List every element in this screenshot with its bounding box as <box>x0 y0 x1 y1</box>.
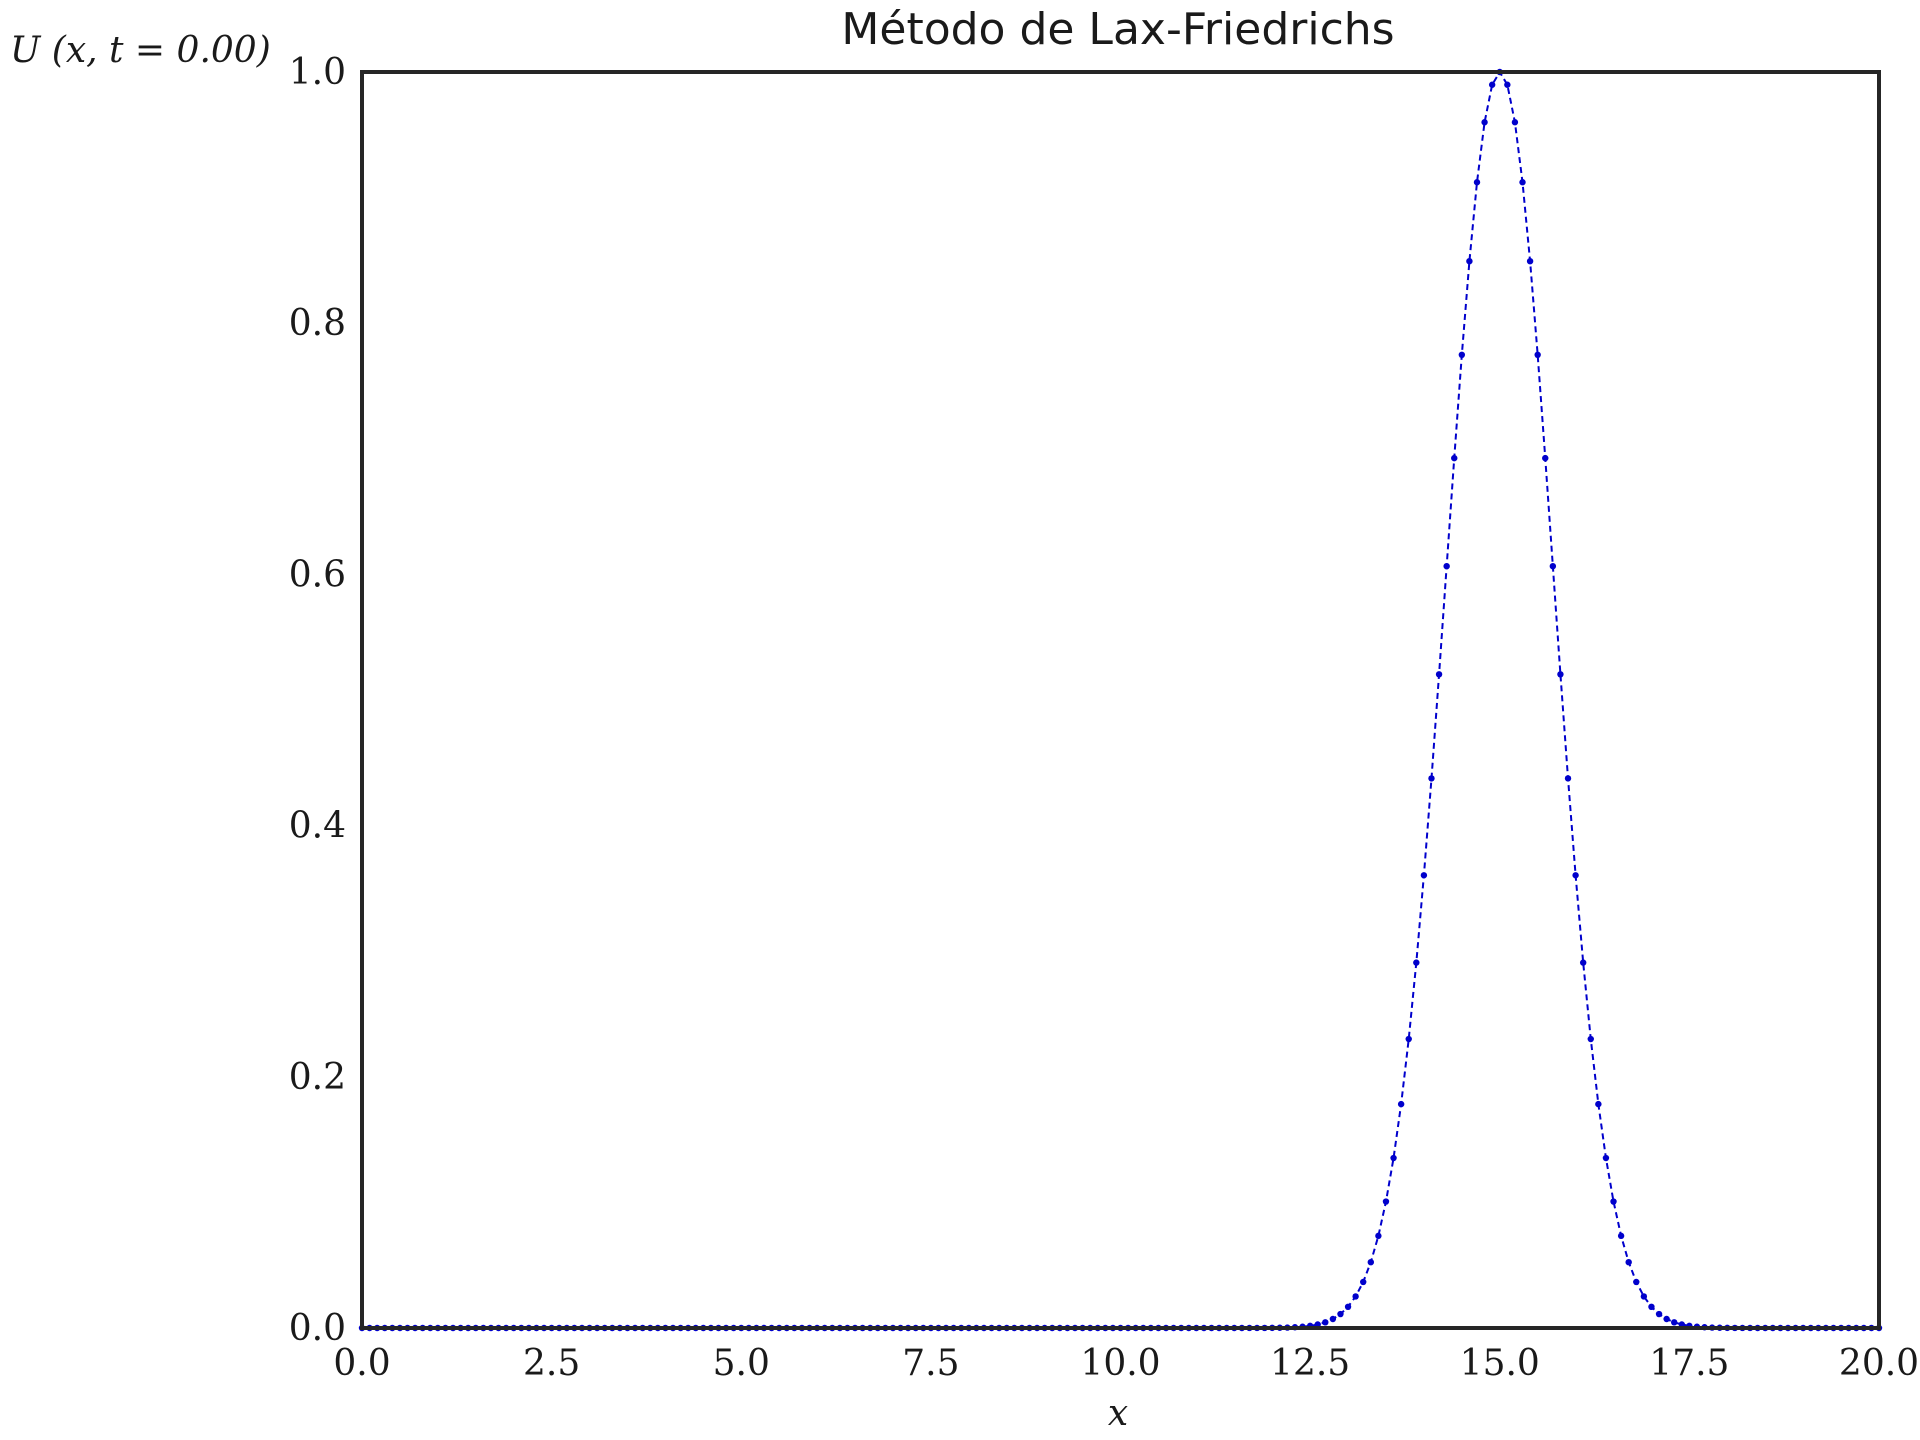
data-point <box>1617 1232 1625 1240</box>
series-group <box>358 68 1883 1332</box>
data-point <box>1549 563 1557 570</box>
data-point <box>1504 81 1511 88</box>
data-point <box>1602 1154 1610 1162</box>
data-point <box>1435 671 1443 678</box>
data-point <box>1360 1278 1367 1286</box>
data-point <box>1655 1310 1663 1318</box>
x-tick-label: 12.5 <box>1270 1343 1350 1384</box>
data-point <box>1488 81 1496 88</box>
data-point <box>1481 119 1488 126</box>
data-point <box>1557 671 1564 678</box>
data-point <box>1610 1198 1617 1205</box>
y-tick-label: 1.0 <box>289 52 346 93</box>
data-point <box>1542 454 1549 462</box>
data-point <box>1663 1315 1670 1323</box>
y-ticks: 0.0 0.2 0.4 0.6 0.8 1.0 <box>289 52 346 1349</box>
x-tick-label: 15.0 <box>1460 1343 1540 1384</box>
data-point <box>1322 1319 1329 1326</box>
x-tick-label: 10.0 <box>1080 1343 1160 1384</box>
data-point <box>1420 872 1428 879</box>
data-point <box>1451 454 1458 462</box>
data-point <box>1352 1293 1359 1300</box>
x-tick-label: 17.5 <box>1649 1343 1729 1384</box>
x-tick-label: 5.0 <box>713 1343 770 1384</box>
data-point <box>1413 959 1420 966</box>
data-point <box>1344 1303 1352 1311</box>
y-tick-label: 0.8 <box>289 303 346 344</box>
x-ticks: 0.0 2.5 5.0 7.5 10.0 12.5 15.0 17.5 20.0 <box>333 1343 1919 1384</box>
data-point <box>1405 1035 1412 1043</box>
data-point <box>1458 351 1466 358</box>
x-tick-label: 2.5 <box>523 1343 580 1384</box>
data-point <box>1595 1100 1602 1108</box>
y-tick-label: 0.0 <box>289 1308 346 1349</box>
data-point <box>1473 179 1481 186</box>
data-point <box>1382 1198 1390 1205</box>
data-point <box>1367 1258 1375 1266</box>
series-line <box>362 70 1879 1329</box>
y-axis-label: U (x, t = 0.00) <box>10 30 271 71</box>
data-point <box>1329 1315 1337 1323</box>
data-point <box>1564 775 1572 782</box>
x-tick-label: 20.0 <box>1839 1343 1919 1384</box>
data-point <box>1511 119 1519 126</box>
data-point <box>1519 179 1526 186</box>
data-point <box>1640 1293 1648 1300</box>
plot-frame <box>360 70 1881 1330</box>
y-tick-label: 0.6 <box>289 554 346 595</box>
data-point <box>1375 1232 1382 1240</box>
data-point <box>1648 1303 1655 1311</box>
data-point <box>1671 1319 1678 1326</box>
data-point <box>1390 1154 1397 1162</box>
data-point <box>1428 775 1435 782</box>
data-point <box>1534 351 1541 358</box>
x-tick-label: 7.5 <box>902 1343 959 1384</box>
chart-title: Método de Lax-Friedrichs <box>841 4 1394 55</box>
data-point <box>1337 1310 1344 1318</box>
data-point <box>1397 1100 1405 1108</box>
data-point <box>1526 258 1534 265</box>
data-point <box>1625 1258 1632 1266</box>
y-tick-label: 0.4 <box>289 806 346 847</box>
data-point <box>1579 959 1587 966</box>
data-point <box>1572 872 1579 879</box>
y-tick-label: 0.2 <box>289 1057 346 1098</box>
data-point <box>1587 1035 1594 1043</box>
data-point <box>1633 1278 1640 1286</box>
x-tick-label: 0.0 <box>333 1343 390 1384</box>
x-axis-label: x <box>1108 1393 1128 1434</box>
data-point <box>1443 563 1450 570</box>
data-point <box>1466 258 1473 265</box>
